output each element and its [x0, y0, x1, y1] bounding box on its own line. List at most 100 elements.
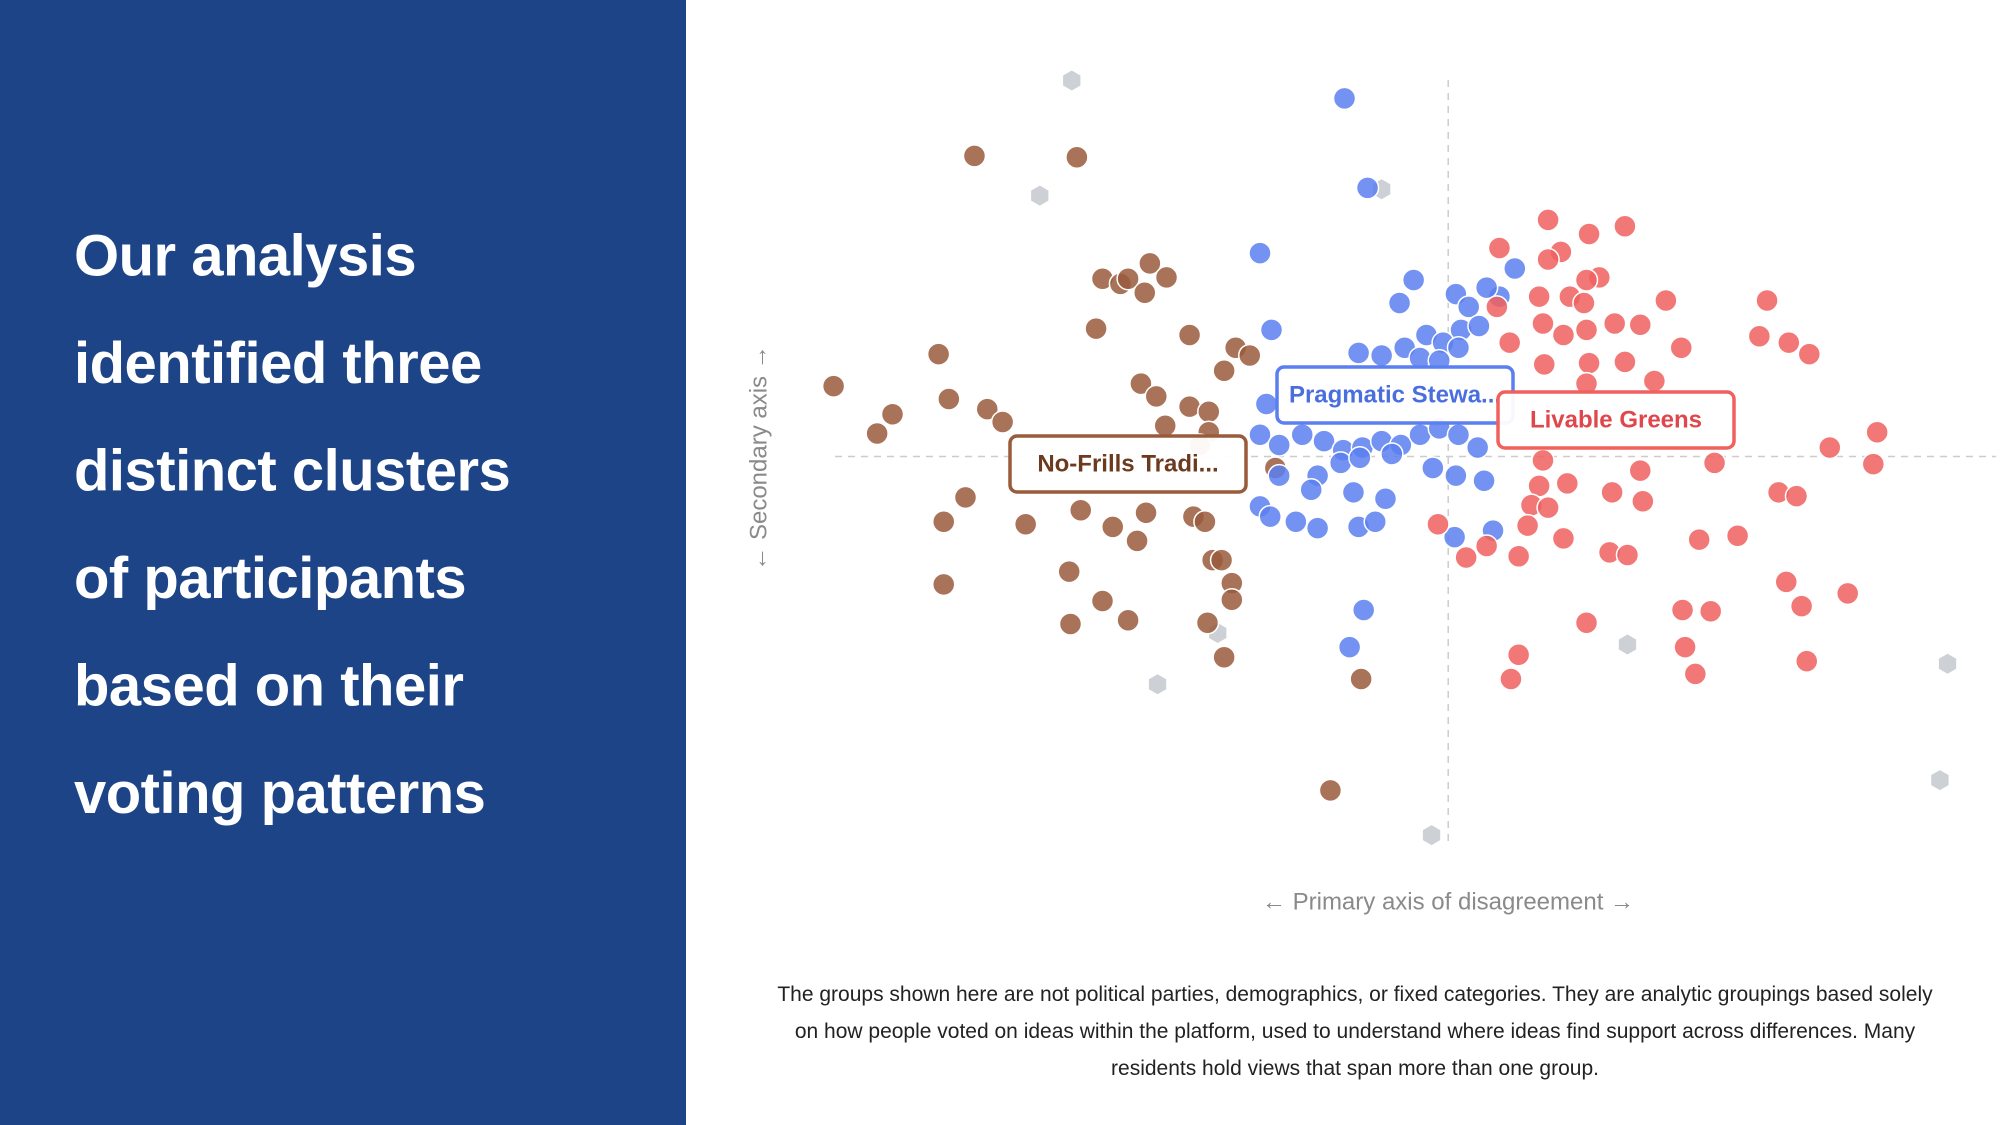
- point: [1267, 463, 1291, 488]
- point: [990, 410, 1015, 434]
- legend-label: Livable Greens: [1530, 406, 1702, 433]
- point: [1670, 598, 1695, 622]
- point: [1555, 471, 1580, 496]
- point: [1613, 350, 1637, 374]
- point: [1133, 281, 1157, 305]
- point: [1369, 343, 1394, 368]
- point: [931, 572, 956, 597]
- point: [1794, 649, 1819, 673]
- point: [1574, 611, 1599, 635]
- point: [1312, 429, 1336, 453]
- point: [1698, 599, 1723, 624]
- heading-line: based on their: [74, 653, 463, 718]
- point: [1631, 489, 1655, 514]
- point: [1865, 420, 1889, 444]
- point: [1068, 498, 1093, 522]
- point: [1938, 653, 1957, 674]
- point: [1426, 512, 1450, 537]
- point: [1551, 526, 1576, 551]
- point: [1536, 247, 1560, 272]
- point: [1527, 284, 1551, 309]
- point: [1013, 512, 1038, 537]
- point: [1355, 176, 1380, 200]
- point: [1351, 598, 1376, 622]
- point: [1600, 480, 1624, 505]
- heading-line: distinct clusters: [74, 438, 510, 503]
- point: [1195, 611, 1220, 635]
- point: [1784, 484, 1809, 508]
- point: [1456, 295, 1481, 319]
- point: [1349, 667, 1373, 691]
- point: [1125, 529, 1149, 553]
- y-axis-label: ← Secondary axis →: [745, 345, 772, 570]
- point: [1465, 435, 1490, 460]
- point: [1615, 543, 1640, 567]
- point: [1613, 214, 1637, 239]
- point: [1212, 645, 1236, 670]
- point: [1497, 330, 1522, 355]
- point: [1446, 423, 1471, 447]
- label-box: [1008, 434, 1248, 494]
- series: [1426, 208, 1889, 691]
- point: [1328, 451, 1353, 475]
- point: [1193, 509, 1217, 534]
- point: [953, 485, 978, 510]
- point: [1380, 442, 1404, 466]
- point: [1258, 504, 1282, 529]
- point: [1209, 548, 1234, 572]
- point: [1144, 384, 1169, 409]
- point: [1220, 588, 1244, 612]
- point: [1531, 311, 1555, 336]
- point: [1341, 480, 1366, 505]
- point: [1702, 451, 1727, 475]
- label-box: [1496, 390, 1736, 450]
- point: [1387, 291, 1412, 315]
- point: [1259, 318, 1284, 342]
- point: [1057, 559, 1081, 584]
- heading-line: Our analysis: [74, 223, 416, 288]
- series: [1248, 86, 1527, 659]
- point: [1747, 324, 1772, 349]
- point: [1305, 516, 1330, 540]
- point: [1065, 145, 1089, 169]
- point: [1401, 268, 1426, 292]
- point: [931, 509, 956, 534]
- point: [1669, 336, 1694, 360]
- point: [1628, 458, 1653, 483]
- point: [1318, 778, 1343, 803]
- point: [1084, 316, 1108, 341]
- point: [1572, 291, 1596, 315]
- point: [1774, 570, 1799, 594]
- point: [975, 397, 1000, 421]
- point: [1818, 435, 1842, 460]
- point: [1931, 770, 1949, 791]
- point: [1577, 351, 1601, 375]
- series: [1031, 70, 1957, 846]
- point: [1267, 433, 1291, 457]
- point: [1116, 608, 1140, 632]
- point: [926, 342, 951, 366]
- point: [1506, 643, 1531, 667]
- point: [1687, 527, 1711, 552]
- x-axis-label: ← Primary axis of disagreement →: [1262, 888, 1634, 915]
- point: [1116, 266, 1140, 291]
- cluster-label: Pragmatic Stewa...: [1275, 365, 1515, 425]
- point: [1467, 314, 1491, 338]
- point: [1506, 544, 1531, 569]
- point: [1574, 318, 1599, 342]
- point: [1100, 515, 1125, 539]
- point: [1515, 513, 1540, 538]
- point: [865, 421, 889, 446]
- point: [1177, 394, 1202, 419]
- point: [1031, 185, 1049, 206]
- point: [1154, 265, 1179, 290]
- point: [1789, 594, 1814, 618]
- point: [1129, 371, 1153, 396]
- point: [1422, 825, 1441, 846]
- point: [1755, 288, 1779, 313]
- point: [1485, 295, 1509, 319]
- point: [1090, 589, 1115, 613]
- point: [1642, 369, 1667, 393]
